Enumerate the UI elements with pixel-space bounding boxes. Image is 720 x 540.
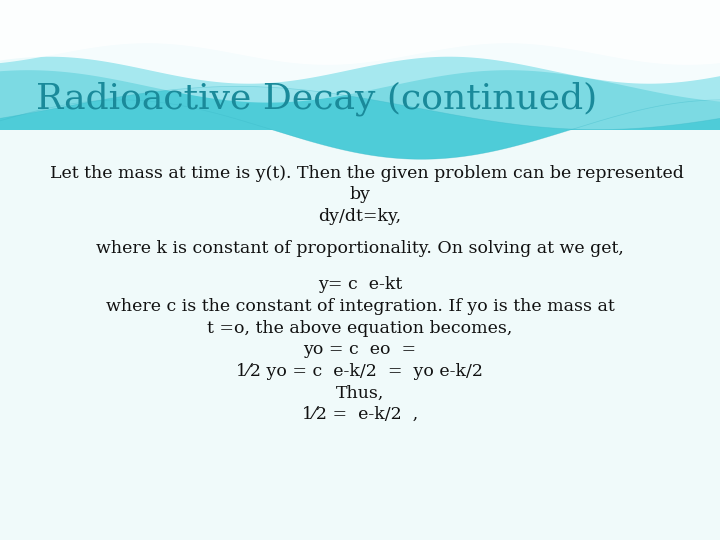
Text: where c is the constant of integration. If yo is the mass at: where c is the constant of integration. …: [106, 298, 614, 315]
Text: 1⁄2 =  e-k/2  ,: 1⁄2 = e-k/2 ,: [302, 406, 418, 423]
Text: Radioactive Decay (continued): Radioactive Decay (continued): [36, 82, 598, 116]
Polygon shape: [0, 0, 720, 84]
Text: by: by: [349, 186, 371, 203]
Text: 1⁄2 yo = c  e-k/2  =  yo e-k/2: 1⁄2 yo = c e-k/2 = yo e-k/2: [236, 363, 484, 380]
Polygon shape: [0, 0, 720, 103]
Text: Thus,: Thus,: [336, 384, 384, 401]
Text: y= c  e-kt: y= c e-kt: [318, 276, 402, 293]
Text: yo = c  eo  =: yo = c eo =: [303, 341, 417, 358]
Text: where k is constant of proportionality. On solving at we get,: where k is constant of proportionality. …: [96, 240, 624, 257]
Text: t =o, the above equation becomes,: t =o, the above equation becomes,: [207, 320, 513, 336]
Polygon shape: [0, 0, 720, 65]
Text: Let the mass at time is y(t). Then the given problem can be represented: Let the mass at time is y(t). Then the g…: [50, 165, 684, 181]
Polygon shape: [0, 0, 720, 130]
Text: dy/dt=ky,: dy/dt=ky,: [318, 208, 402, 225]
Polygon shape: [0, 0, 720, 159]
Polygon shape: [0, 0, 720, 130]
